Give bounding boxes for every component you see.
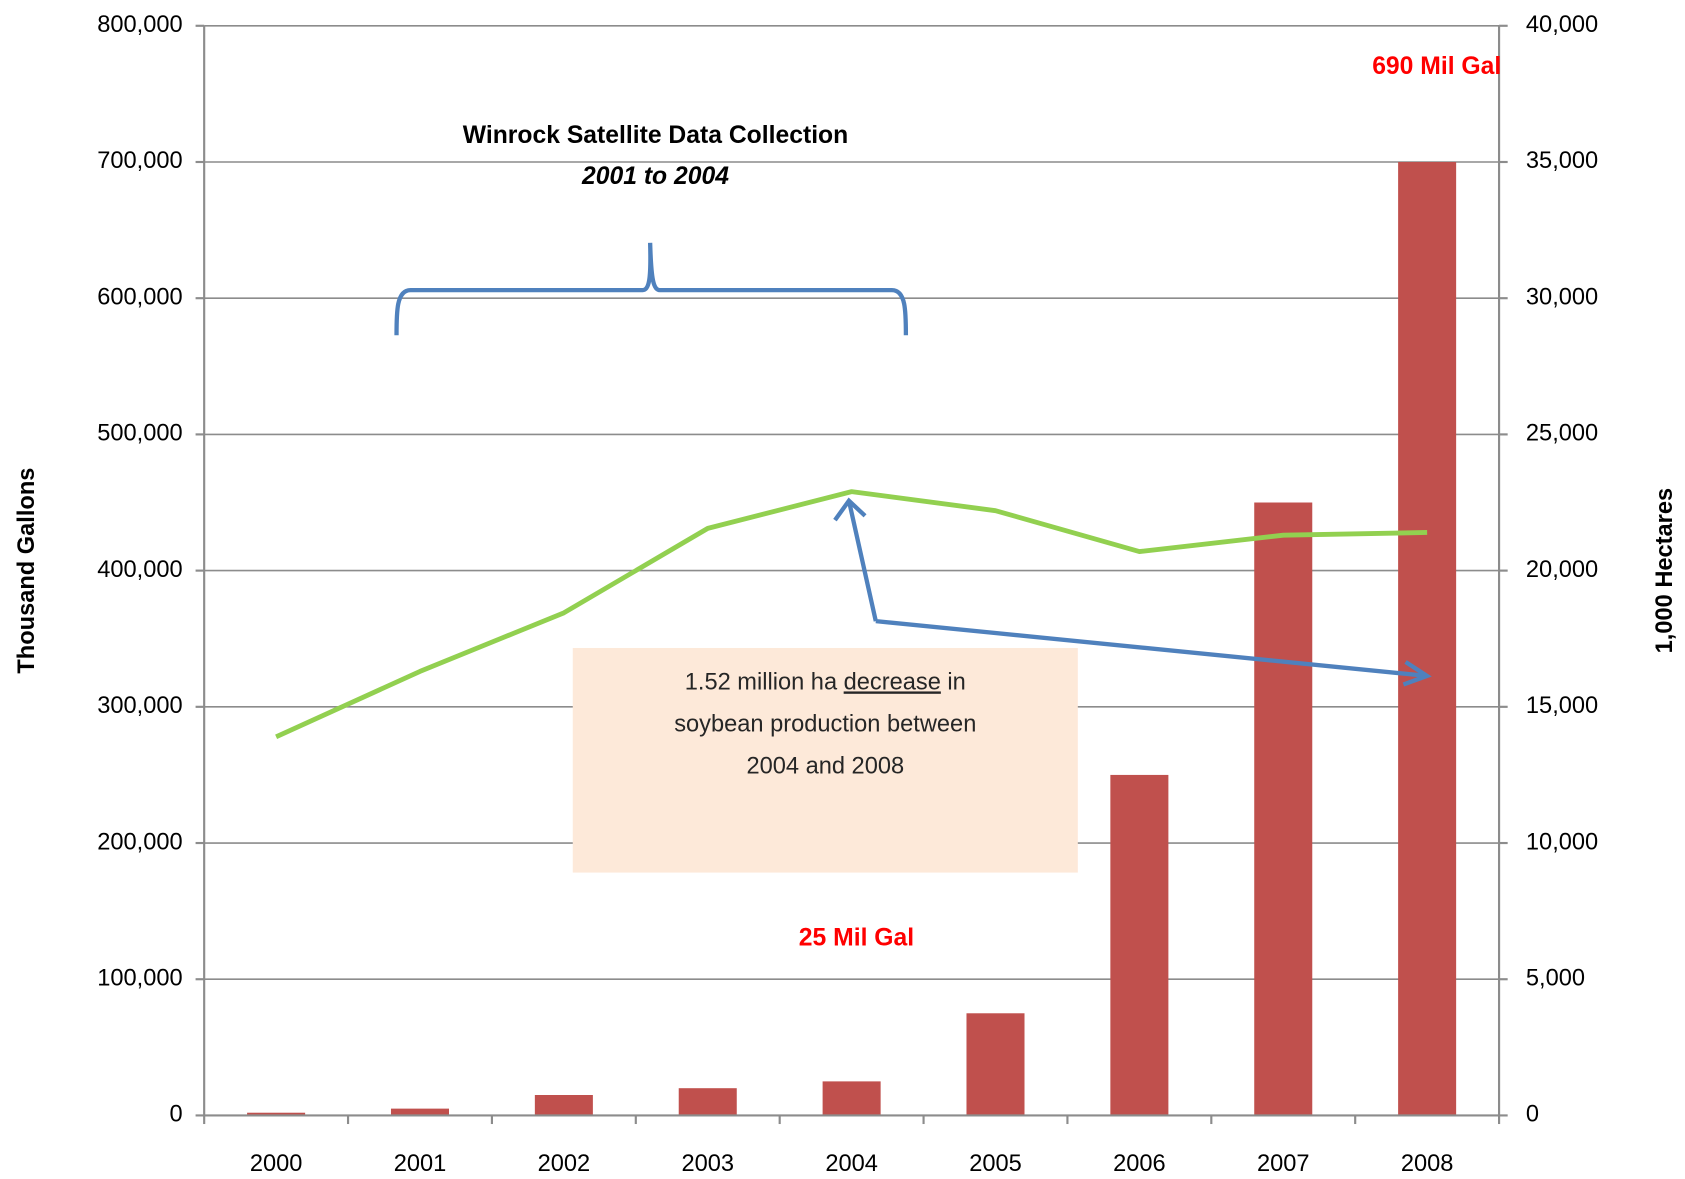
top-bar-label: 690 Mil Gal [1372, 53, 1501, 80]
y2-axis-title: 1,000 Hectares [1652, 488, 1678, 654]
plot-root: Winrock Satellite Data Collection 2001 t… [14, 12, 1678, 1177]
y-tick-label: 0 [170, 1102, 183, 1128]
box-text-part: 1.52 million ha [685, 670, 844, 696]
box-text-part: decrease [844, 670, 941, 696]
box-line: soybean production between [674, 712, 976, 738]
bracket [394, 242, 909, 336]
bar [247, 1112, 306, 1116]
arrows [833, 497, 1432, 687]
y-axis-title: Thousand Gallons [14, 468, 40, 674]
y-tick-label: 100,000 [97, 965, 182, 991]
bracket-subtitle: 2001 to 2004 [581, 163, 729, 190]
box-text-part: soybean production between [674, 712, 976, 738]
x-tick-label: 2004 [825, 1151, 878, 1177]
y2-tick-label: 35,000 [1526, 148, 1598, 174]
y-tick-label: 300,000 [97, 693, 182, 719]
annotation-box [572, 647, 1078, 873]
bar [966, 1013, 1025, 1116]
x-tick-label: 2007 [1257, 1151, 1310, 1177]
x-tick-label: 2000 [250, 1151, 303, 1177]
y-tick-label: 400,000 [97, 557, 182, 583]
x-tick-label: 2002 [538, 1151, 591, 1177]
bar [822, 1081, 881, 1116]
box-text-part: in [941, 670, 966, 696]
bar [1398, 161, 1457, 1116]
bar [678, 1088, 737, 1116]
x-tick-label: 2003 [681, 1151, 734, 1177]
y-tick-label: 200,000 [97, 829, 182, 855]
x-tick-label: 2001 [394, 1151, 447, 1177]
y2-tick-label: 0 [1526, 1102, 1539, 1128]
box-line: 2004 and 2008 [746, 754, 904, 780]
y2-tick-label: 30,000 [1526, 284, 1598, 310]
y-tick-label: 500,000 [97, 421, 182, 447]
y2-tick-label: 10,000 [1526, 829, 1598, 855]
box-text: 1.52 million ha decrease in soybean produ… [674, 670, 976, 780]
y2-tick-label: 5,000 [1526, 965, 1585, 991]
line [275, 489, 1428, 739]
bar [534, 1095, 593, 1116]
y2-tick-label: 25,000 [1526, 421, 1598, 447]
x-tick-label: 2005 [969, 1151, 1022, 1177]
bar-2004-label: 25 Mil Gal [799, 925, 914, 952]
bracket-title: Winrock Satellite Data Collection [463, 122, 849, 149]
bar [1254, 502, 1313, 1116]
y2-tick-label: 40,000 [1526, 12, 1598, 38]
y-tick-label: 800,000 [97, 12, 182, 38]
marks-layer [247, 161, 1457, 1116]
y2-tick-label: 15,000 [1526, 693, 1598, 719]
y-tick-label: 700,000 [97, 148, 182, 174]
y-tick-label: 600,000 [97, 284, 182, 310]
bar [390, 1108, 450, 1116]
y2-tick-label: 20,000 [1526, 557, 1598, 583]
bar [1110, 774, 1169, 1116]
x-tick-label: 2006 [1113, 1151, 1166, 1177]
x-tick-label: 2008 [1401, 1151, 1454, 1177]
box-line: 1.52 million ha decrease in [685, 670, 966, 696]
box-text-part: 2004 and 2008 [746, 754, 904, 780]
